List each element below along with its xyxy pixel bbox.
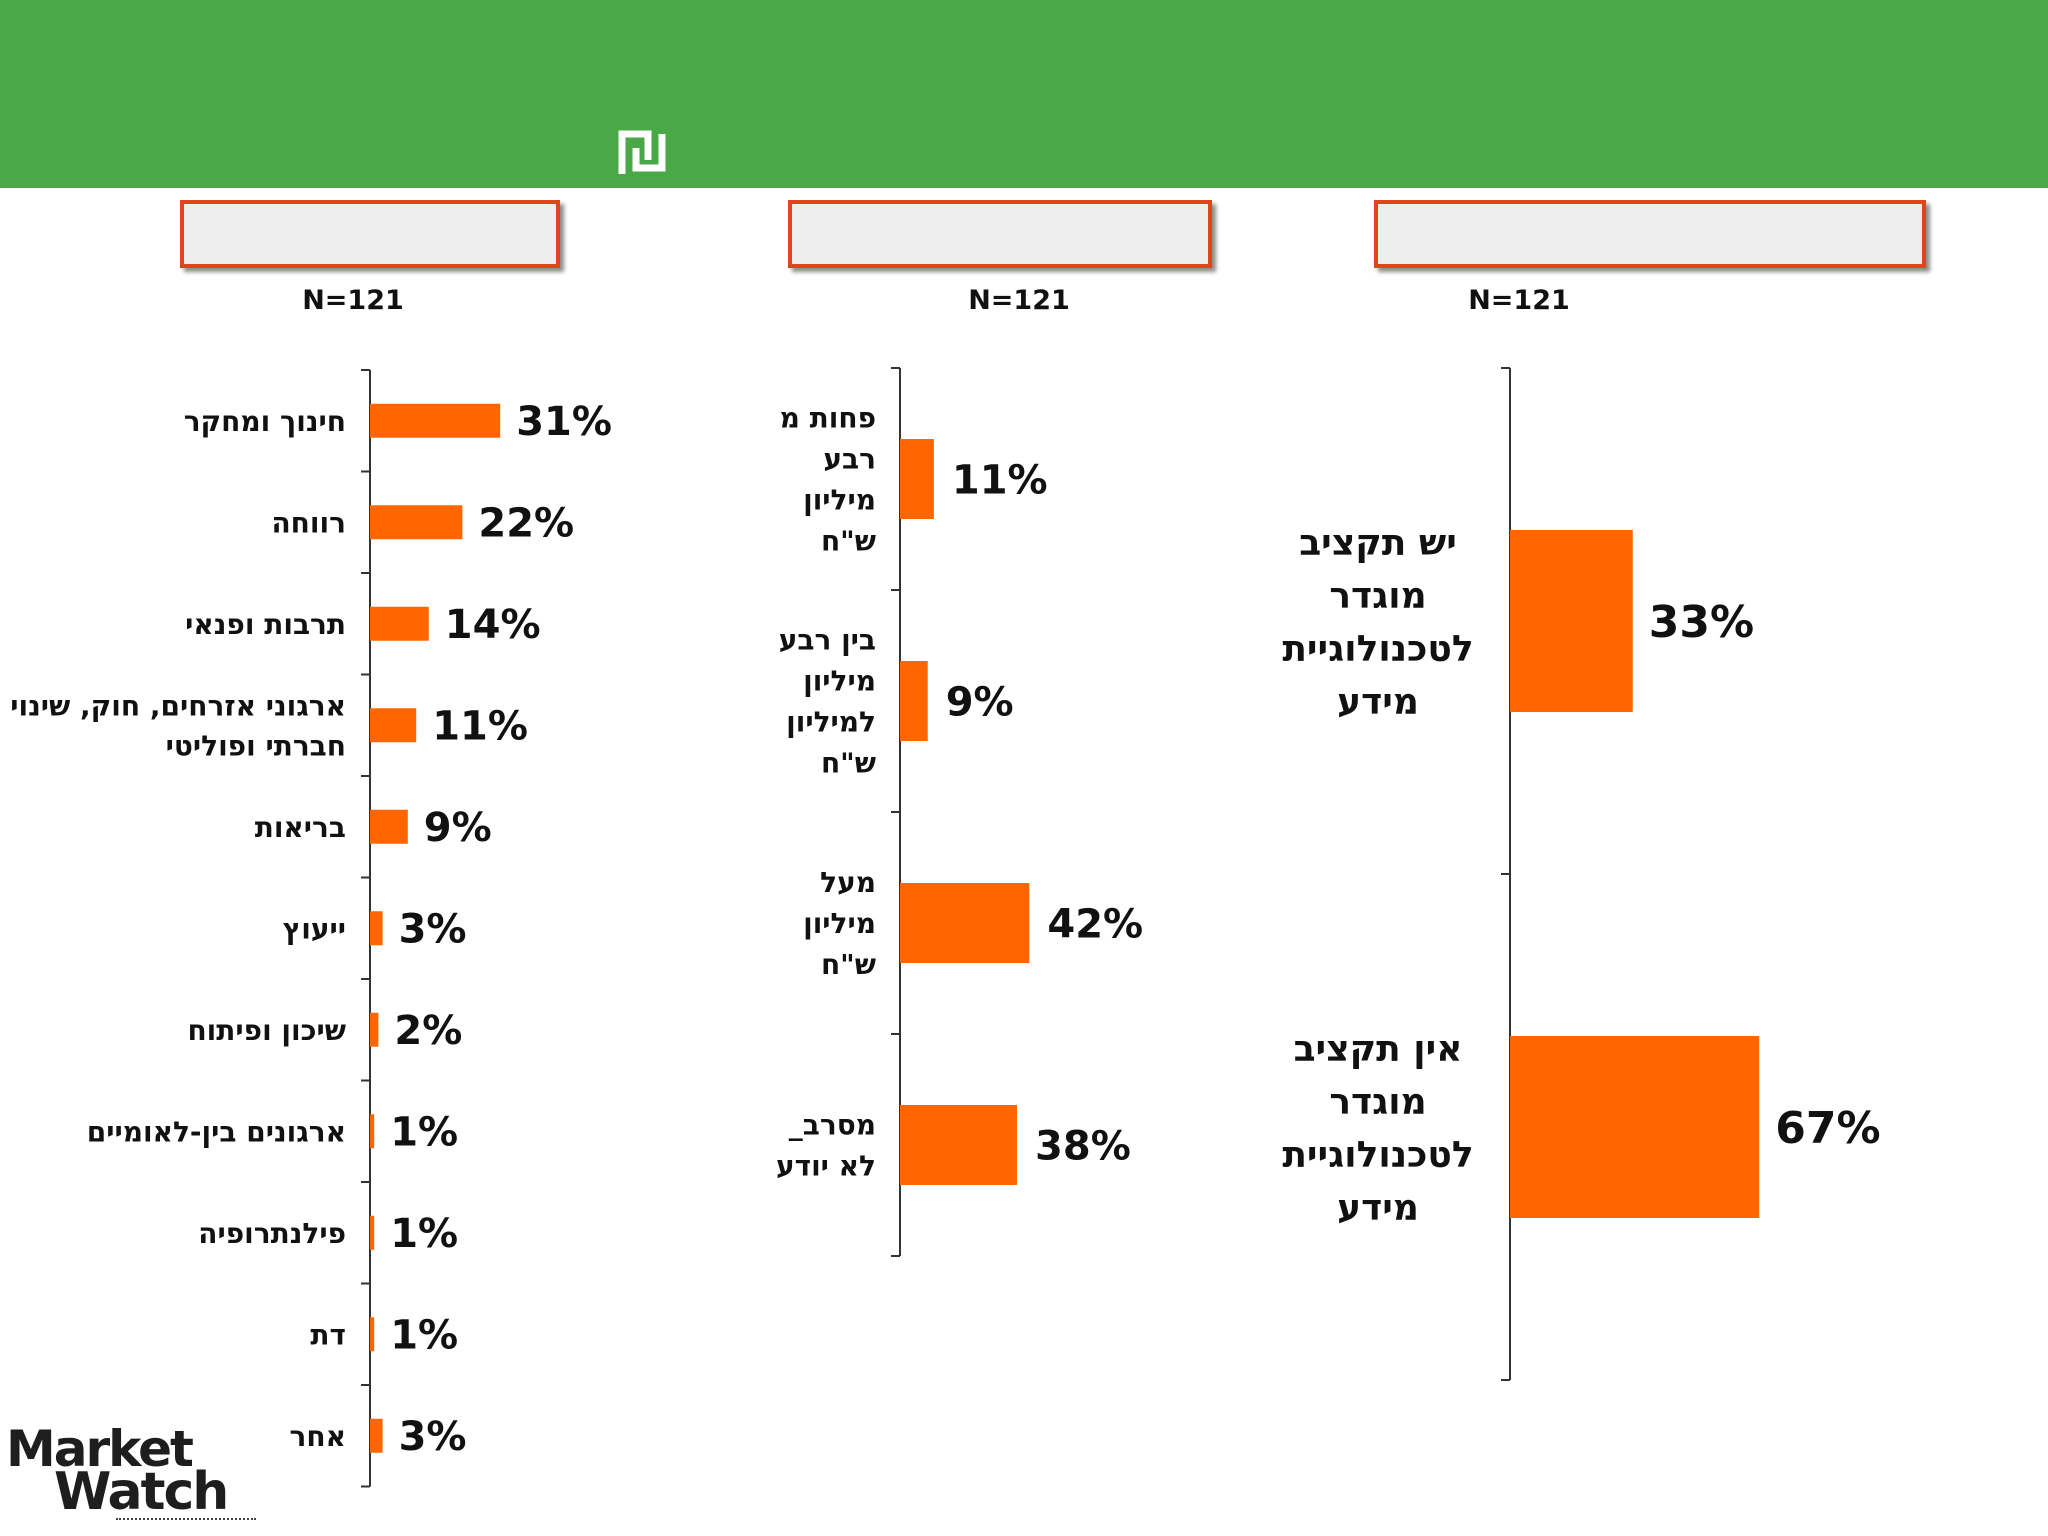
value-label-sector-2: 14% [445, 602, 541, 648]
bar-sector-2 [370, 606, 429, 641]
category-label-sector-6: שיכון ופיתוח [187, 1014, 346, 1047]
bar-budget-1 [900, 661, 928, 741]
category-label-budget-0: רבע [823, 443, 876, 476]
category-label-sector-5: ייעוץ [283, 912, 346, 945]
value-label-sector-4: 9% [424, 805, 492, 851]
category-label-budget-1: למיליון [786, 706, 876, 739]
category-label-budget-3: מסרב_ [789, 1109, 876, 1142]
bar-sector-0 [370, 403, 501, 438]
category-label-sector-8: פילנתרופיה [198, 1217, 346, 1250]
value-label-budget-0: 11% [952, 457, 1048, 503]
chart-it-budget: 33% יש תקציב מוגדר לטכנולוגיית מידע 67% אין תק… [1282, 367, 1881, 1381]
category-label-budget-2: ש"ח [821, 948, 876, 981]
category-label-sector-9: דת [310, 1318, 346, 1351]
bar-sector-1 [370, 505, 463, 540]
value-label-budget-1: 9% [946, 679, 1014, 725]
bar-budget-2 [900, 883, 1030, 963]
category-label-it-budget-1: מוגדר [1329, 1081, 1426, 1122]
bar-sector-10 [370, 1418, 383, 1453]
value-label-it-budget-0: 33% [1649, 597, 1754, 648]
category-label-budget-0: מיליון [803, 484, 876, 517]
category-label-budget-1: ש"ח [821, 747, 876, 780]
header-bar [0, 0, 2048, 188]
category-label-budget-0: פחות מ [780, 402, 876, 435]
category-label-sector-0: חינוך ומחקר [184, 405, 346, 438]
category-label-it-budget-1: לטכנולוגיית [1282, 1134, 1473, 1175]
category-label-budget-1: מיליון [803, 665, 876, 698]
bar-sector-5 [370, 911, 383, 946]
bar-sector-4 [370, 809, 408, 844]
shekel-icon [618, 130, 666, 174]
category-label-sector-2: תרבות ופנאי [185, 608, 346, 641]
category-label-it-budget-0: לטכנולוגיית [1282, 628, 1473, 669]
logo-text-watch: Watch [54, 1462, 229, 1522]
marketwatch-logo: Market Watch [6, 1420, 256, 1530]
panel-title-box-3 [1374, 200, 1926, 268]
logo-tagline [116, 1518, 256, 1528]
value-label-it-budget-1: 67% [1775, 1103, 1880, 1154]
category-label-budget-1: בין רבע [779, 624, 876, 657]
sample-size-label-3: N=121 [1468, 285, 1570, 316]
bar-it-budget-1 [1510, 1036, 1760, 1218]
category-label-it-budget-0: מוגדר [1329, 575, 1426, 616]
panel-title-box-1 [180, 200, 560, 268]
value-label-sector-5: 3% [399, 907, 467, 953]
bar-sector-9 [370, 1317, 375, 1352]
value-label-sector-7: 1% [390, 1110, 458, 1156]
category-label-sector-3: חברתי ופוליטי [166, 729, 346, 762]
sample-size-label-2: N=121 [968, 285, 1070, 316]
value-label-sector-6: 2% [394, 1008, 462, 1054]
value-label-sector-9: 1% [390, 1313, 458, 1359]
value-label-budget-3: 38% [1035, 1123, 1131, 1169]
value-label-sector-3: 11% [432, 704, 528, 750]
bar-sector-3 [370, 708, 417, 743]
category-label-budget-3: לא יודע [776, 1150, 876, 1183]
value-label-budget-2: 42% [1047, 901, 1143, 947]
value-label-sector-0: 31% [516, 399, 612, 445]
bar-budget-0 [900, 439, 934, 519]
sample-size-label-1: N=121 [302, 285, 404, 316]
bar-sector-8 [370, 1215, 375, 1250]
category-label-sector-3: ארגוני אזרחים, חוק, שינוי [10, 689, 346, 722]
value-label-sector-10: 3% [399, 1414, 467, 1460]
value-label-sector-8: 1% [390, 1211, 458, 1257]
category-label-sector-10: אחר [290, 1420, 346, 1453]
bar-sector-6 [370, 1012, 379, 1047]
chart-sector: 31% חינוך ומחקר 22% רווחה 14% תרבות ופנאי 11% א… [10, 369, 612, 1488]
category-label-budget-2: מעל [820, 866, 876, 899]
category-label-sector-7: ארגונים בין-לאומיים [87, 1115, 346, 1148]
category-label-it-budget-1: אין תקציב [1294, 1028, 1463, 1069]
bar-budget-3 [900, 1105, 1018, 1185]
category-label-it-budget-0: יש תקציב [1299, 522, 1457, 563]
bar-sector-7 [370, 1114, 375, 1149]
logo-text-market: Market [6, 1420, 194, 1478]
category-label-sector-1: רווחה [271, 506, 346, 539]
category-label-budget-0: ש"ח [821, 525, 876, 558]
panel-title-box-2 [788, 200, 1212, 268]
category-label-sector-4: בריאות [255, 811, 346, 844]
category-label-it-budget-1: מידע [1337, 1187, 1419, 1228]
category-label-it-budget-0: מידע [1337, 681, 1419, 722]
chart-budget-size: 11% פחות מ רבע מיליון ש"ח 9% בין רבע מיליון למיל… [776, 367, 1143, 1257]
value-label-sector-1: 22% [478, 501, 574, 547]
category-label-budget-2: מיליון [803, 907, 876, 940]
bar-it-budget-0 [1510, 530, 1633, 712]
